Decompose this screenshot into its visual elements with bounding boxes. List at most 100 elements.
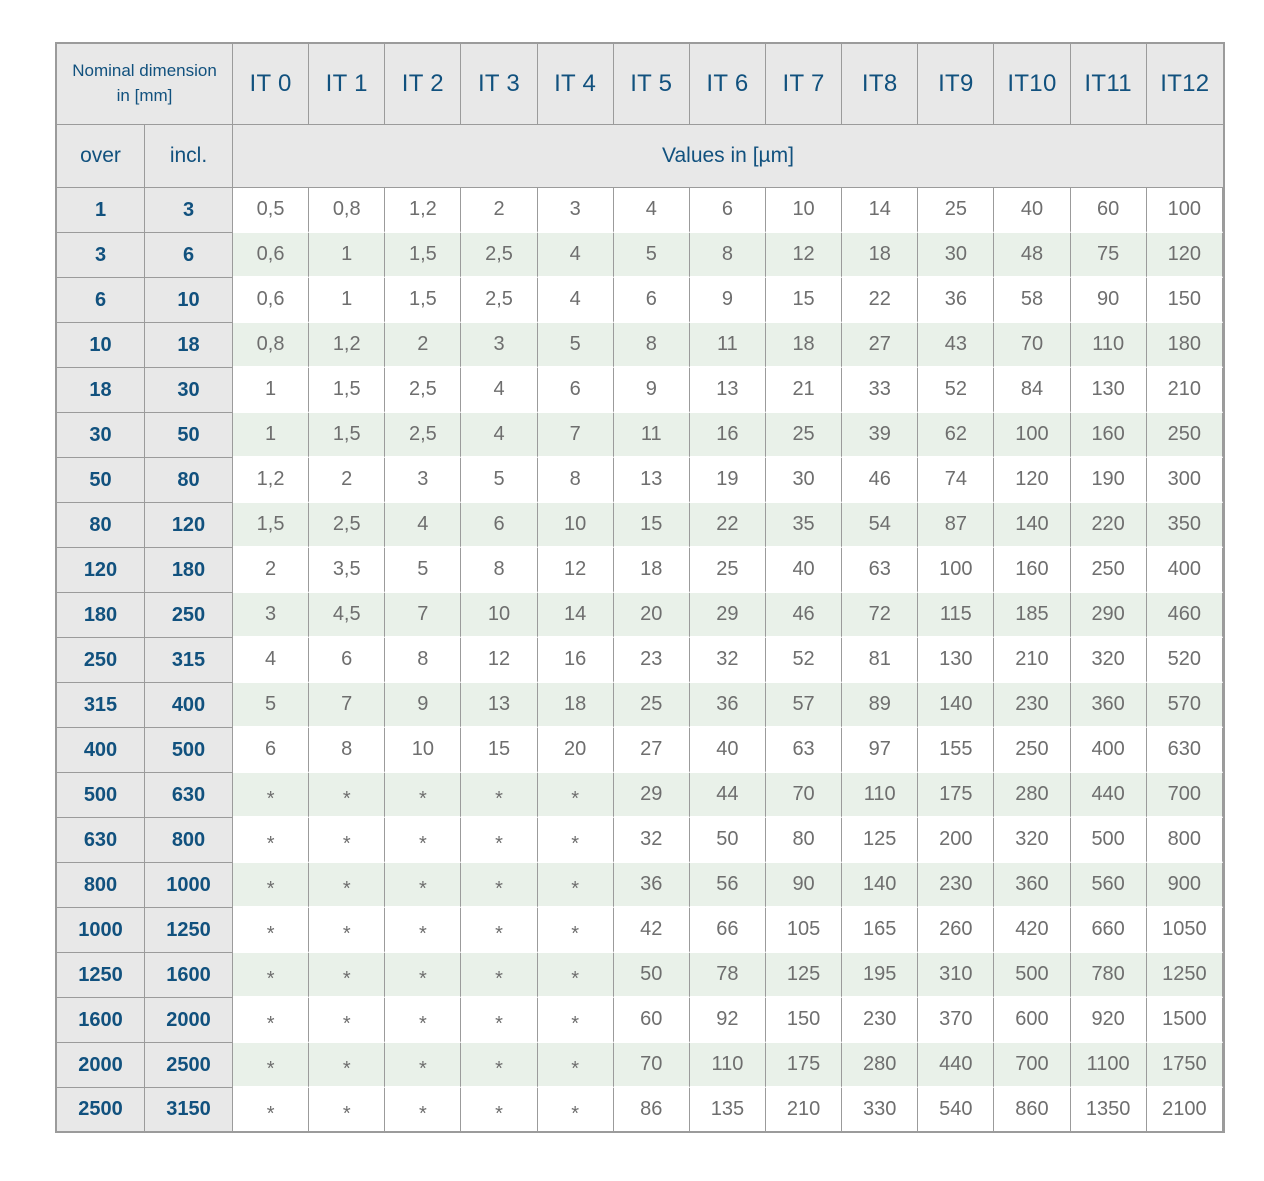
it-grade-header: IT11 bbox=[1070, 44, 1147, 125]
value-cell: 250 bbox=[1146, 413, 1223, 458]
value-cell: 32 bbox=[689, 638, 766, 683]
value-cell: 570 bbox=[1146, 683, 1223, 728]
value-cell: 63 bbox=[842, 548, 919, 593]
over-cell: 3 bbox=[57, 233, 145, 278]
incl-cell: 2000 bbox=[145, 998, 234, 1043]
incl-cell: 120 bbox=[145, 503, 234, 548]
value-cell: * bbox=[385, 953, 462, 998]
value-cell: 440 bbox=[1070, 773, 1147, 818]
value-cell: 3,5 bbox=[309, 548, 386, 593]
value-cell: 160 bbox=[994, 548, 1071, 593]
value-cell: * bbox=[385, 863, 462, 908]
value-cell: 6 bbox=[461, 503, 538, 548]
it-grade-header: IT 4 bbox=[537, 44, 614, 125]
value-cell: 110 bbox=[842, 773, 919, 818]
footnote-asterisk: * bbox=[571, 833, 580, 855]
footnote-asterisk: * bbox=[418, 878, 427, 900]
value-cell: 100 bbox=[1146, 188, 1223, 233]
value-cell: 230 bbox=[918, 863, 995, 908]
value-cell: 150 bbox=[766, 998, 843, 1043]
over-header: over bbox=[57, 125, 145, 188]
over-cell: 2000 bbox=[57, 1043, 145, 1088]
incl-cell: 50 bbox=[145, 413, 234, 458]
footnote-asterisk: * bbox=[418, 1013, 427, 1035]
value-cell: 57 bbox=[766, 683, 843, 728]
value-cell: 2,5 bbox=[461, 278, 538, 323]
value-cell: 140 bbox=[842, 863, 919, 908]
footnote-asterisk: * bbox=[342, 878, 351, 900]
value-cell: 780 bbox=[1070, 953, 1147, 998]
value-cell: * bbox=[233, 818, 310, 863]
value-cell: 370 bbox=[918, 998, 995, 1043]
value-cell: 0,5 bbox=[233, 188, 310, 233]
value-cell: 4,5 bbox=[309, 593, 386, 638]
value-cell: 210 bbox=[766, 1088, 843, 1131]
value-cell: 560 bbox=[1070, 863, 1147, 908]
value-cell: 360 bbox=[994, 863, 1071, 908]
value-cell: 22 bbox=[842, 278, 919, 323]
value-cell: * bbox=[309, 863, 386, 908]
footnote-asterisk: * bbox=[495, 1013, 503, 1035]
table-row: 30 50 1 1,5 2,5 4 7 11 16 25 39 62 100 160 250 bbox=[57, 413, 1223, 458]
value-cell: 500 bbox=[994, 953, 1071, 998]
value-cell: * bbox=[309, 773, 386, 818]
value-cell: 3 bbox=[385, 458, 462, 503]
value-cell: 210 bbox=[1146, 368, 1223, 413]
value-cell: 84 bbox=[994, 368, 1071, 413]
value-cell: * bbox=[233, 908, 310, 953]
value-cell: 22 bbox=[689, 503, 766, 548]
value-cell: 130 bbox=[1070, 368, 1147, 413]
value-cell: 300 bbox=[1146, 458, 1223, 503]
value-cell: 63 bbox=[766, 728, 843, 773]
value-cell: 700 bbox=[1146, 773, 1223, 818]
value-cell: 12 bbox=[766, 233, 843, 278]
footnote-asterisk: * bbox=[495, 833, 503, 855]
value-cell: 32 bbox=[613, 818, 690, 863]
footnote-asterisk: * bbox=[495, 923, 503, 945]
value-cell: 4 bbox=[385, 503, 462, 548]
value-cell: 46 bbox=[842, 458, 919, 503]
value-cell: 175 bbox=[766, 1043, 843, 1088]
incl-cell: 3 bbox=[145, 188, 234, 233]
incl-cell: 250 bbox=[145, 593, 234, 638]
value-cell: 8 bbox=[461, 548, 538, 593]
value-cell: * bbox=[385, 1043, 462, 1088]
value-cell: 400 bbox=[1146, 548, 1223, 593]
value-cell: 27 bbox=[613, 728, 690, 773]
value-cell: 40 bbox=[689, 728, 766, 773]
footnote-asterisk: * bbox=[571, 968, 580, 990]
incl-cell: 315 bbox=[145, 638, 234, 683]
value-cell: 1050 bbox=[1146, 908, 1223, 953]
incl-cell: 500 bbox=[145, 728, 234, 773]
footnote-asterisk: * bbox=[342, 788, 351, 810]
value-cell: 130 bbox=[918, 638, 995, 683]
value-cell: 19 bbox=[689, 458, 766, 503]
over-cell: 50 bbox=[57, 458, 145, 503]
value-cell: * bbox=[385, 998, 462, 1043]
value-cell: 230 bbox=[842, 998, 919, 1043]
table-row: 180 250 3 4,5 7 10 14 20 29 46 72 115 185 290 460 bbox=[57, 593, 1223, 638]
table-row: 2500 3150 * * * * * 86 135 210 330 540 860 1350 2100 bbox=[57, 1088, 1223, 1131]
value-cell: * bbox=[233, 953, 310, 998]
value-cell: 860 bbox=[994, 1088, 1071, 1131]
over-cell: 6 bbox=[57, 278, 145, 323]
value-cell: 400 bbox=[1070, 728, 1147, 773]
over-cell: 2500 bbox=[57, 1088, 145, 1131]
value-cell: 6 bbox=[689, 188, 766, 233]
value-cell: 125 bbox=[766, 953, 843, 998]
value-cell: 86 bbox=[613, 1088, 690, 1131]
value-cell: 6 bbox=[537, 368, 614, 413]
value-cell: 1350 bbox=[1070, 1088, 1147, 1131]
iso-it-tolerance-table: Nominal dimension in [mm] IT 0 IT 1 IT 2… bbox=[55, 42, 1225, 1133]
footnote-asterisk: * bbox=[418, 1058, 427, 1080]
table-row: 1600 2000 * * * * * 60 92 150 230 370 600 920 1500 bbox=[57, 998, 1223, 1043]
footnote-asterisk: * bbox=[571, 788, 580, 810]
table-header: Nominal dimension in [mm] IT 0 IT 1 IT 2… bbox=[57, 44, 1223, 188]
footnote-asterisk: * bbox=[495, 1058, 503, 1080]
value-cell: 35 bbox=[766, 503, 843, 548]
value-cell: 660 bbox=[1070, 908, 1147, 953]
value-cell: 9 bbox=[689, 278, 766, 323]
value-cell: 330 bbox=[842, 1088, 919, 1131]
table-row: 315 400 5 7 9 13 18 25 36 57 89 140 230 360 570 bbox=[57, 683, 1223, 728]
value-cell: 66 bbox=[689, 908, 766, 953]
